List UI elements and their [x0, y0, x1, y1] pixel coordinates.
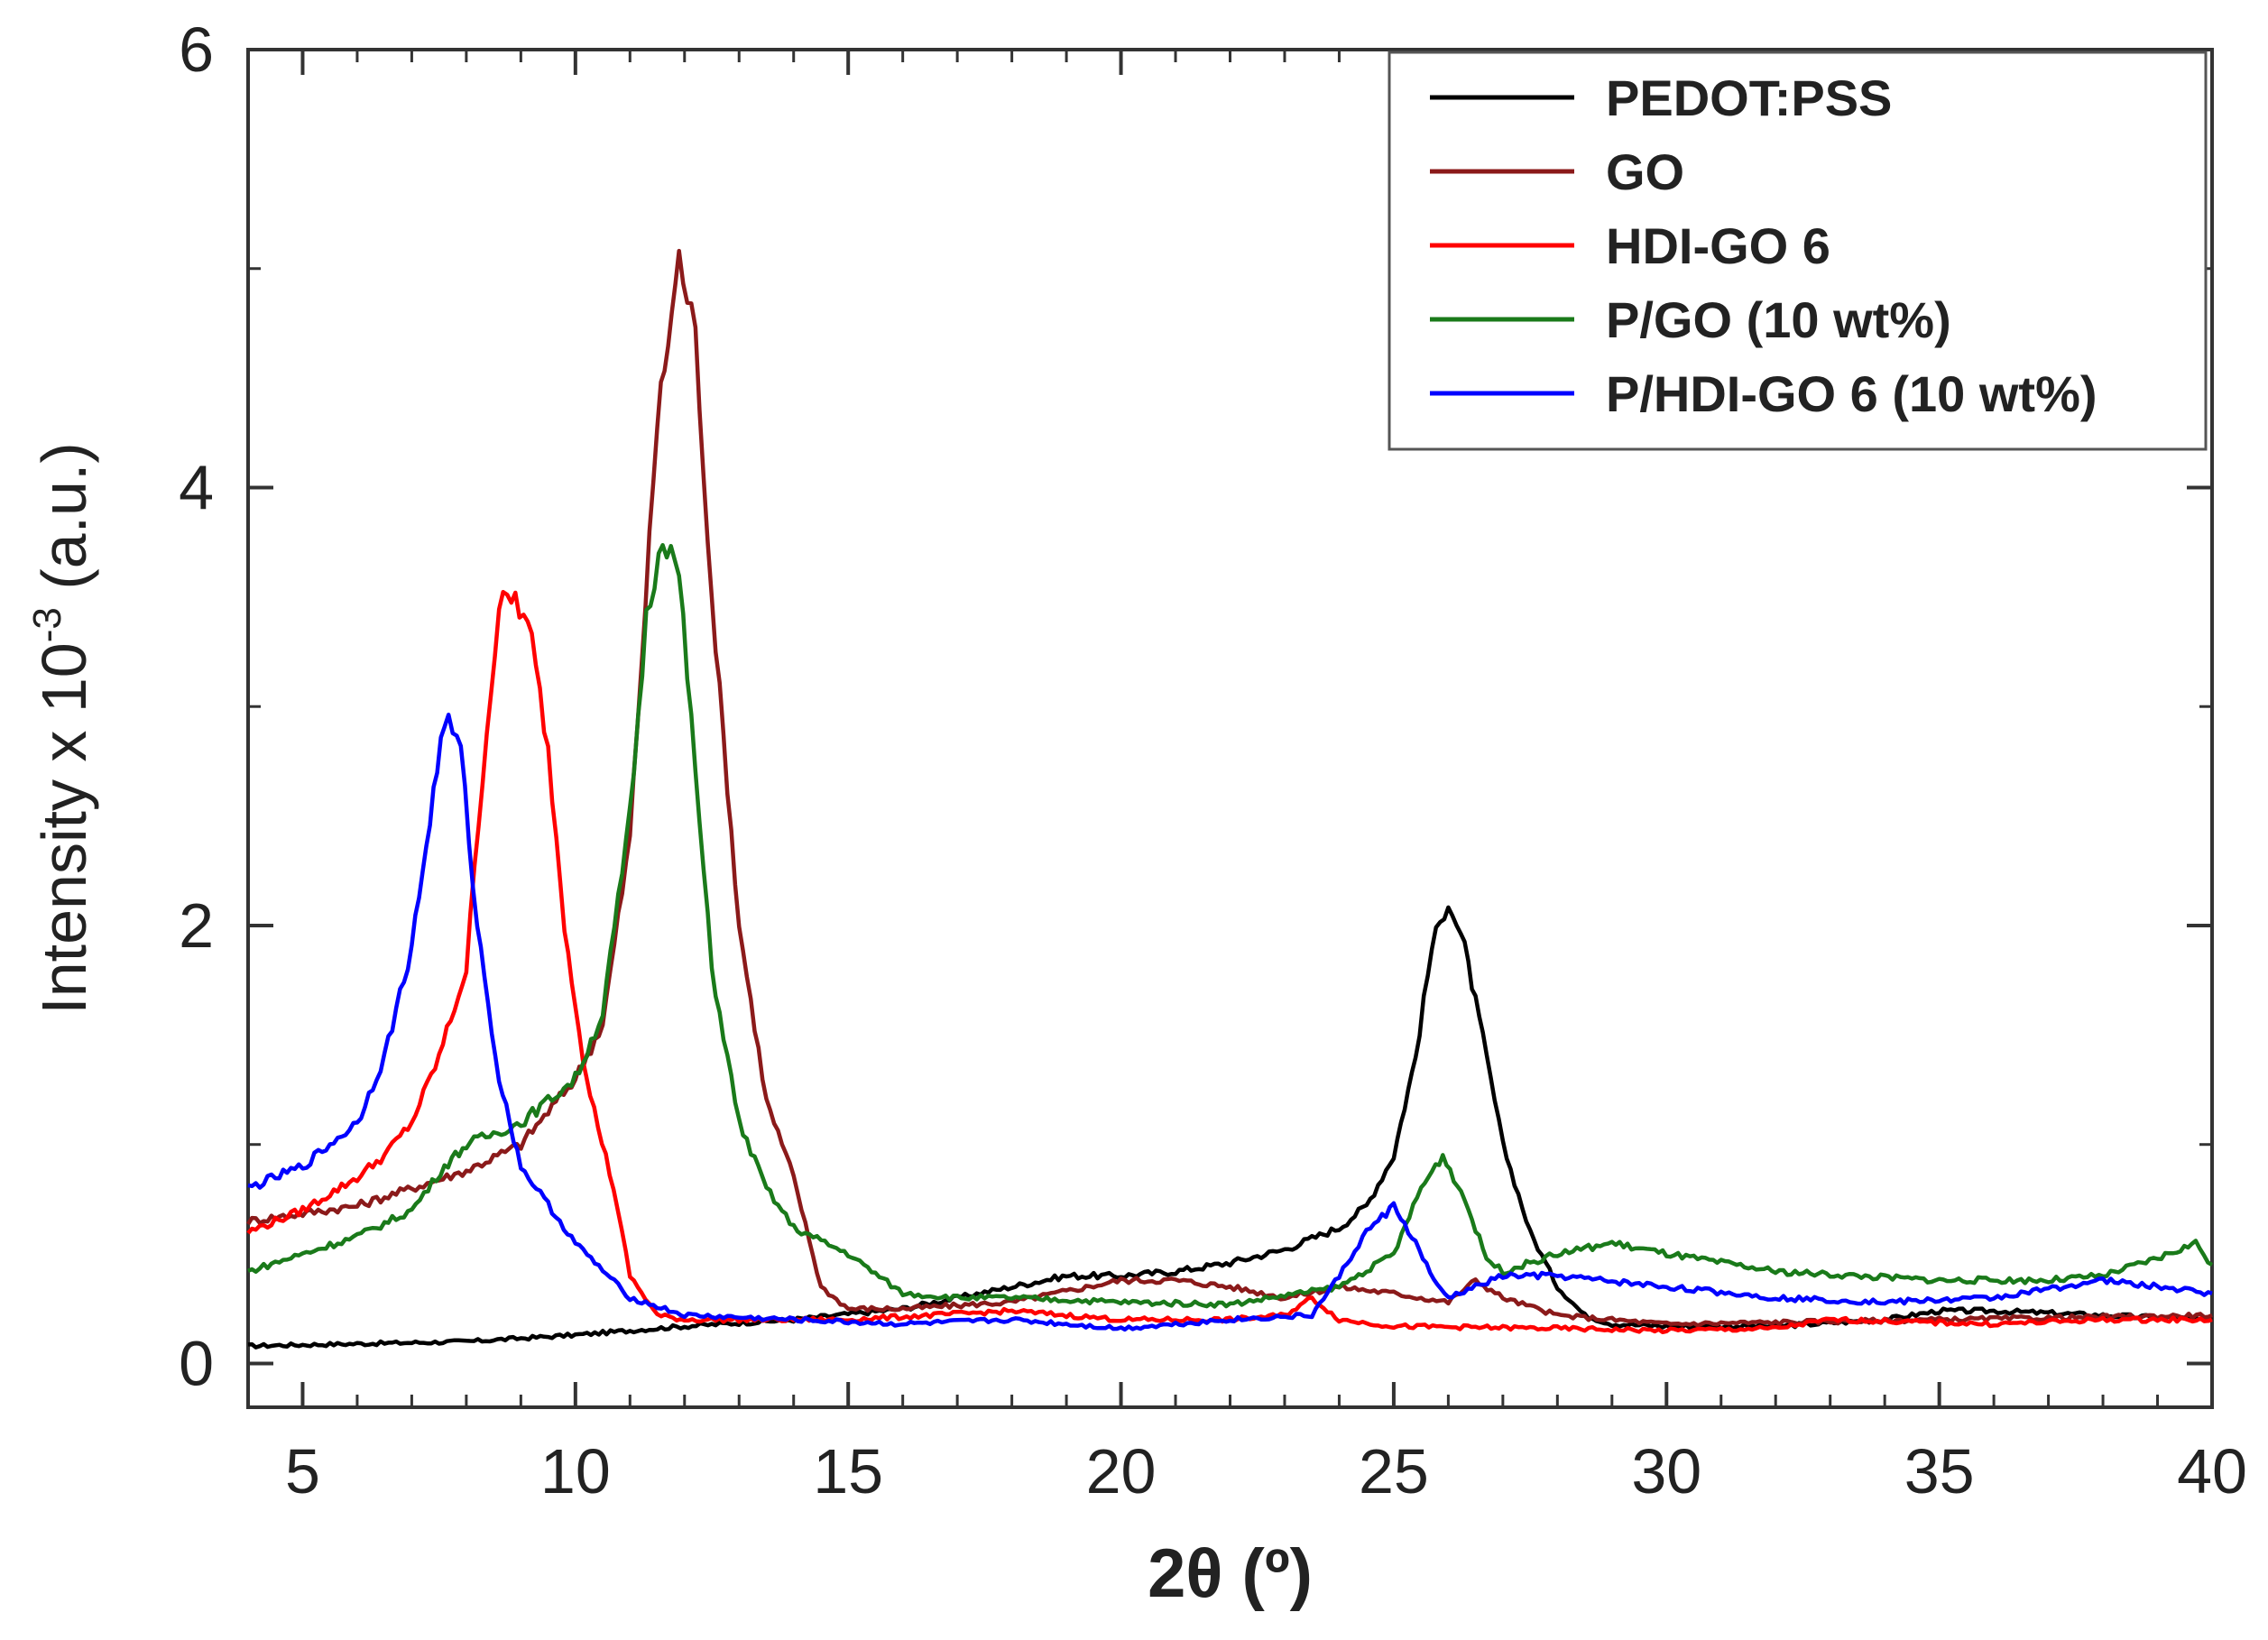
- legend: PEDOT:PSS GO HDI-GO 6 P/GO (10 wt%) P/HDI-GO…: [1388, 51, 2208, 451]
- legend-label: P/HDI-GO 6 (10 wt%): [1606, 365, 2097, 422]
- y-axis-title-unit: (a.u.): [29, 442, 99, 607]
- x-tick-label: 35: [1904, 1436, 1975, 1506]
- legend-label: HDI-GO 6: [1606, 217, 1830, 274]
- legend-label: GO: [1606, 143, 1684, 200]
- x-tick-label: 25: [1359, 1436, 1429, 1506]
- series-line-4: [247, 543, 2214, 1309]
- x-tick-label: 40: [2177, 1436, 2247, 1506]
- y-tick-label: 2: [179, 890, 214, 961]
- y-axis-title-exponent: -3: [25, 607, 69, 642]
- x-axis-title: 2θ (º): [1148, 1535, 1313, 1612]
- legend-label: PEDOT:PSS: [1606, 69, 1892, 126]
- x-tick-label: 15: [813, 1436, 883, 1506]
- x-tick-label: 30: [1631, 1436, 1701, 1506]
- y-tick-label: 6: [179, 14, 214, 85]
- x-tick-label: 20: [1086, 1436, 1157, 1506]
- series-line-5: [247, 713, 2213, 1332]
- y-tick-label: 4: [179, 452, 214, 522]
- y-axis-title: Intensity x 10-3 (a.u.): [25, 442, 99, 1014]
- tick-labels: 5 10 15 20 25 30 35 40 0 2 4 6: [179, 14, 2247, 1506]
- y-axis-title-main: Intensity x 10: [29, 642, 99, 1014]
- legend-box: [1388, 51, 2208, 451]
- legend-label: P/GO (10 wt%): [1606, 291, 1951, 348]
- x-tick-label: 10: [540, 1436, 611, 1506]
- y-tick-label: 0: [179, 1328, 214, 1398]
- series-lines: [246, 248, 2214, 1350]
- x-tick-label: 5: [285, 1436, 320, 1506]
